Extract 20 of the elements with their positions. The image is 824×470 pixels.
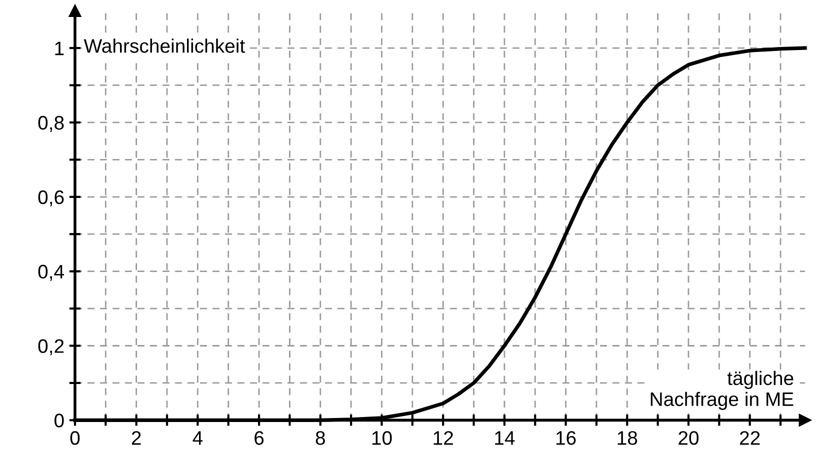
y-tick-label: 0 <box>54 414 64 428</box>
x-axis-title: tägliche Nachfrage in ME <box>650 370 794 410</box>
x-tick-label: 4 <box>192 431 203 445</box>
x-tick-label: 16 <box>556 431 576 445</box>
x-tick-label: 8 <box>316 431 325 445</box>
y-tick-label: 0,6 <box>38 190 64 206</box>
x-tick-label: 20 <box>678 431 699 445</box>
x-tick-label: 2 <box>132 431 141 445</box>
y-tick-label: 0,4 <box>38 264 64 281</box>
y-tick-label: 1 <box>55 42 64 56</box>
y-tick-label: 0,8 <box>38 116 64 132</box>
x-tick-label: 18 <box>618 431 638 445</box>
y-tick-label: 0,2 <box>38 339 64 356</box>
x-tick-label: 10 <box>372 431 392 445</box>
x-tick-label: 22 <box>740 431 760 445</box>
x-tick-label: 0 <box>70 431 80 445</box>
x-tick-label: 6 <box>254 431 264 445</box>
x-tick-label: 12 <box>434 431 453 445</box>
y-axis-title: Wahrscheinlichkeit <box>84 38 245 53</box>
x-tick-label: 14 <box>495 431 515 445</box>
